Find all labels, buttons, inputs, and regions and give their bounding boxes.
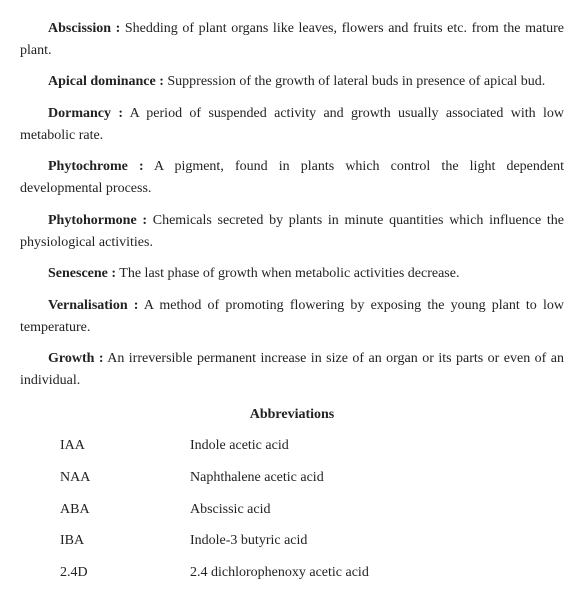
abbr-short: IAA — [60, 435, 190, 457]
definition-text: Suppression of the growth of lateral bud… — [164, 74, 545, 89]
definition-senescene: Senescene : The last phase of growth whe… — [20, 263, 564, 285]
definition-apical-dominance: Apical dominance : Suppression of the gr… — [20, 71, 564, 93]
term: Vernalisation : — [48, 298, 138, 313]
term: Growth : — [48, 351, 104, 366]
abbr-row-aba: ABA Abscissic acid — [20, 499, 564, 521]
abbr-row-iaa: IAA Indole acetic acid — [20, 435, 564, 457]
abbr-long: Naphthalene acetic acid — [190, 467, 564, 489]
term: Phytochrome : — [48, 159, 144, 174]
definition-vernalisation: Vernalisation : A method of promoting fl… — [20, 295, 564, 338]
term: Phytohormone : — [48, 213, 147, 228]
abbr-long: Abscissic acid — [190, 499, 564, 521]
abbr-row-iba: IBA Indole-3 butyric acid — [20, 530, 564, 552]
term: Senescene : — [48, 266, 116, 281]
definition-phytohormone: Phytohormone : Chemicals secreted by pla… — [20, 210, 564, 253]
abbreviations-heading: Abbreviations — [20, 404, 564, 426]
abbr-long: Indole acetic acid — [190, 435, 564, 457]
abbr-row-24d: 2.4D 2.4 dichlorophenoxy acetic acid — [20, 562, 564, 584]
term: Dormancy : — [48, 106, 123, 121]
abbr-short: 2.4D — [60, 562, 190, 584]
definition-growth: Growth : An irreversible permanent incre… — [20, 348, 564, 391]
definition-phytochrome: Phytochrome : A pigment, found in plants… — [20, 156, 564, 199]
term: Abscission : — [48, 21, 120, 36]
abbr-long: Indole-3 butyric acid — [190, 530, 564, 552]
abbr-short: IBA — [60, 530, 190, 552]
definition-abscission: Abscission : Shedding of plant organs li… — [20, 18, 564, 61]
abbr-short: ABA — [60, 499, 190, 521]
abbr-short: NAA — [60, 467, 190, 489]
term: Apical dominance : — [48, 74, 164, 89]
abbr-row-naa: NAA Naphthalene acetic acid — [20, 467, 564, 489]
abbr-long: 2.4 dichlorophenoxy acetic acid — [190, 562, 564, 584]
definition-dormancy: Dormancy : A period of suspended activit… — [20, 103, 564, 146]
definition-text: The last phase of growth when metabolic … — [116, 266, 459, 281]
